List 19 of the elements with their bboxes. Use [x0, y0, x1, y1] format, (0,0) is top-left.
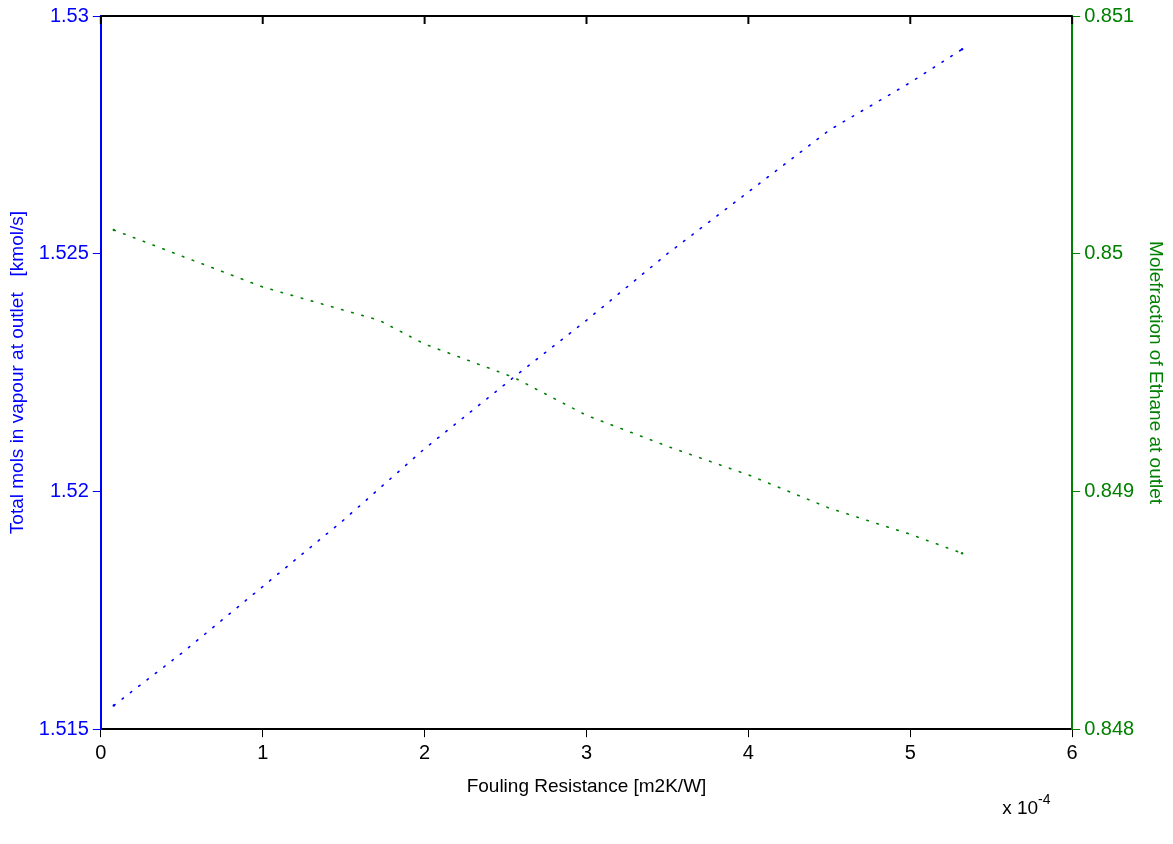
- y2-tick-label: 0.848: [1084, 716, 1135, 739]
- x-tick-label: 5: [904, 740, 916, 763]
- y2-axis-title: Molefraction of Ethane at outlet: [1146, 241, 1168, 505]
- y2-tick-label: 0.85: [1084, 241, 1124, 264]
- y-tick-label: 1.525: [38, 241, 89, 264]
- x-tick-label: 2: [419, 740, 431, 763]
- y-axis-title: Total mols in vapour at outlet [kmol/s]: [5, 211, 27, 535]
- y-tick-label: 1.53: [49, 3, 89, 26]
- x-tick-label: 4: [742, 740, 754, 763]
- y2-tick-label: 0.849: [1084, 478, 1135, 501]
- line-series: [113, 48, 963, 707]
- y2-tick-label: 0.851: [1084, 3, 1135, 26]
- y-tick-label: 1.515: [38, 716, 89, 739]
- x-tick-label: 1: [257, 740, 269, 763]
- y-tick-label: 1.52: [49, 478, 89, 501]
- x-axis-title: Fouling Resistance [m2K/W]: [466, 774, 707, 796]
- x-tick-label: 0: [95, 740, 107, 763]
- x-tick-label: 6: [1066, 740, 1078, 763]
- x-tick-label: 3: [580, 740, 593, 763]
